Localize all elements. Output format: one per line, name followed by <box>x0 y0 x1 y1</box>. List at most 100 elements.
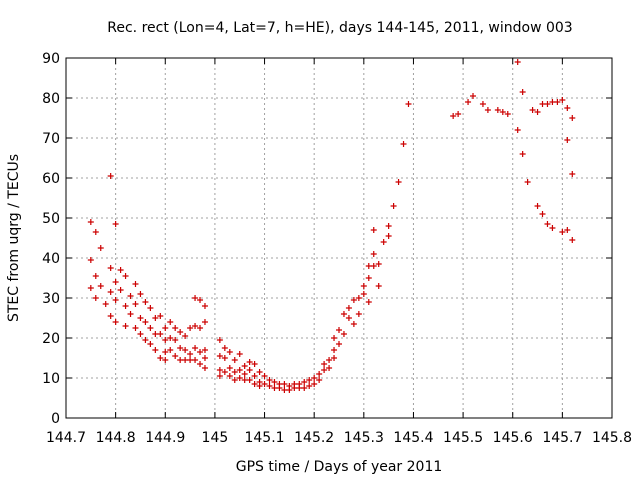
y-axis-label: STEC from uqrg / TECUs <box>6 154 22 322</box>
data-point <box>231 369 238 375</box>
data-point <box>201 355 208 361</box>
y-tick-label: 90 <box>42 51 60 67</box>
data-point <box>246 377 253 383</box>
data-point <box>336 341 342 347</box>
y-tick-label: 40 <box>42 251 60 267</box>
x-tick-label: 145.7 <box>542 430 582 446</box>
data-point <box>226 349 233 355</box>
data-point <box>112 279 119 285</box>
data-point <box>360 291 367 297</box>
data-point <box>355 311 362 317</box>
data-point <box>455 111 462 117</box>
data-point <box>137 291 144 297</box>
data-point <box>87 219 94 225</box>
data-point <box>355 295 362 301</box>
data-point <box>306 377 313 383</box>
grid-lines <box>66 58 612 418</box>
data-point <box>117 267 124 273</box>
data-point <box>350 321 357 327</box>
data-point <box>201 365 208 371</box>
data-point <box>544 221 551 227</box>
data-point <box>197 297 204 303</box>
data-point <box>201 303 208 309</box>
data-point <box>167 319 174 325</box>
x-tick-label: 145.6 <box>493 430 533 446</box>
y-axis: 0 10 20 30 40 50 60 70 80 90 <box>42 51 612 427</box>
data-point <box>192 345 199 351</box>
data-point <box>137 315 144 321</box>
data-point <box>569 237 576 243</box>
data-point <box>499 109 506 115</box>
data-point <box>266 377 273 383</box>
data-point <box>177 345 184 351</box>
data-point <box>162 349 169 355</box>
data-point <box>197 361 204 367</box>
data-point <box>167 347 174 353</box>
data-point <box>177 329 184 335</box>
data-point <box>147 305 154 311</box>
data-point <box>331 355 338 361</box>
data-point <box>236 351 243 357</box>
data-point <box>117 287 124 293</box>
y-tick-label: 0 <box>51 411 60 427</box>
chart-title: Rec. rect (Lon=4, Lat=7, h=HE), days 144… <box>107 20 572 36</box>
data-point <box>326 365 333 371</box>
data-point <box>241 371 248 377</box>
data-point <box>246 359 253 365</box>
data-point <box>107 289 114 295</box>
data-point <box>231 357 238 363</box>
data-point <box>147 325 154 331</box>
data-point <box>122 303 129 309</box>
data-point <box>385 223 392 229</box>
y-tick-label: 30 <box>42 291 60 307</box>
data-point <box>226 365 233 371</box>
data-point <box>350 297 357 303</box>
data-point <box>182 347 189 353</box>
data-point <box>162 325 169 331</box>
data-point <box>87 285 94 291</box>
data-point <box>375 283 382 289</box>
data-point <box>370 227 377 233</box>
x-tick-label: 145.4 <box>393 430 433 446</box>
x-tick-label: 145.5 <box>443 430 483 446</box>
data-point <box>494 107 501 113</box>
data-point <box>92 229 99 235</box>
x-axis: 144.7 144.8 144.9 145 145.1 145.2 145.3 145.4 14… <box>46 58 632 446</box>
data-point <box>479 101 486 107</box>
data-point <box>534 109 541 115</box>
x-tick-label: 144.8 <box>96 430 136 446</box>
data-point <box>192 295 199 301</box>
data-point <box>370 263 377 269</box>
data-point <box>87 257 94 263</box>
data-point <box>514 127 521 133</box>
data-point <box>559 229 566 235</box>
data-point <box>132 325 139 331</box>
data-point <box>256 383 263 389</box>
x-tick-label: 145 <box>202 430 229 446</box>
data-point <box>112 221 119 227</box>
data-point <box>142 337 149 343</box>
data-point <box>261 373 268 379</box>
x-tick-label: 145.2 <box>294 430 334 446</box>
x-tick-label: 144.7 <box>46 430 86 446</box>
data-point <box>201 319 208 325</box>
data-point <box>251 373 258 379</box>
data-point <box>524 179 531 185</box>
data-point <box>306 383 313 389</box>
data-point <box>251 361 258 367</box>
data-point <box>201 347 208 353</box>
data-point <box>197 349 204 355</box>
data-point <box>261 381 268 387</box>
y-tick-label: 80 <box>42 91 60 107</box>
data-point <box>162 337 169 343</box>
data-point <box>142 319 149 325</box>
data-point <box>107 173 114 179</box>
data-point <box>316 377 323 383</box>
data-point <box>559 97 566 103</box>
data-point <box>162 357 169 363</box>
data-point <box>390 203 397 209</box>
data-point <box>167 335 174 341</box>
data-point <box>360 283 367 289</box>
